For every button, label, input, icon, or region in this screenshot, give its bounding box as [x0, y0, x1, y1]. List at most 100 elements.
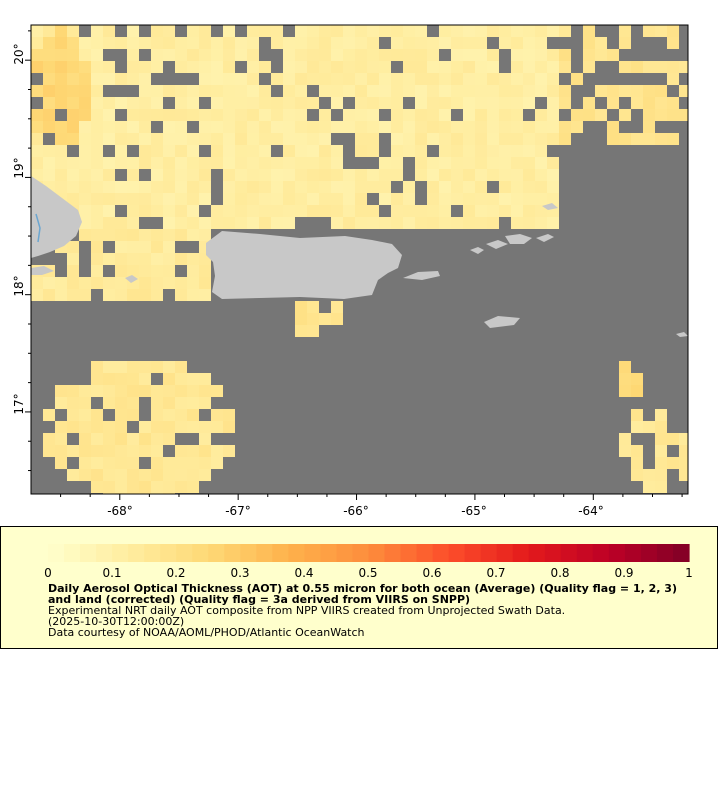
aot-cell [139, 181, 151, 193]
aot-cell [499, 181, 511, 193]
colorbar-cell [240, 544, 257, 562]
aot-cell [331, 205, 343, 217]
aot-cell [139, 73, 151, 85]
aot-cell [103, 217, 115, 229]
aot-cell [295, 37, 307, 49]
aot-cell [559, 61, 571, 73]
aot-cell [631, 469, 643, 481]
aot-cell [439, 169, 451, 181]
aot-cell [211, 37, 223, 49]
aot-cell [391, 85, 403, 97]
aot-cell [319, 157, 331, 169]
aot-cell [619, 61, 631, 73]
aot-cell [187, 229, 199, 241]
aot-cell [463, 193, 475, 205]
aot-cell [163, 433, 175, 445]
aot-cell [115, 181, 127, 193]
aot-cell [163, 133, 175, 145]
aot-cell [439, 145, 451, 157]
aot-cell [247, 121, 259, 133]
aot-cell [667, 37, 679, 49]
aot-cell [67, 181, 79, 193]
map-figure: 20° 19° 18° 17° -68° -67° -66° -65° -64° [12, 24, 689, 518]
aot-cell [151, 445, 163, 457]
aot-cell [535, 205, 547, 217]
aot-cell [415, 73, 427, 85]
aot-cell [403, 193, 415, 205]
aot-cell [655, 61, 667, 73]
aot-cell [523, 61, 535, 73]
colorbar-cell [48, 544, 65, 562]
aot-cell [319, 193, 331, 205]
aot-cell [331, 193, 343, 205]
aot-cell [55, 61, 67, 73]
aot-cell [43, 121, 55, 133]
aot-cell [427, 133, 439, 145]
aot-cell [475, 157, 487, 169]
aot-cell [247, 157, 259, 169]
aot-cell [139, 253, 151, 265]
aot-cell [535, 49, 547, 61]
aot-cell [175, 157, 187, 169]
aot-cell [55, 73, 67, 85]
aot-cell [175, 109, 187, 121]
aot-cell [163, 385, 175, 397]
aot-cell [511, 133, 523, 145]
aot-cell [415, 205, 427, 217]
aot-cell [199, 85, 211, 97]
aot-cell [415, 49, 427, 61]
aot-cell [139, 61, 151, 73]
aot-grid [31, 25, 688, 494]
aot-cell [619, 109, 631, 121]
aot-cell [595, 37, 607, 49]
aot-cell [163, 241, 175, 253]
colorbar-tick-labels: 0 0.1 0.2 0.3 0.4 0.5 0.6 0.7 0.8 0.9 1 [44, 566, 693, 580]
aot-cell [127, 445, 139, 457]
aot-cell [523, 145, 535, 157]
aot-cell [127, 37, 139, 49]
lat-tick-label: 20° [12, 43, 26, 64]
colorbar-cell [560, 544, 578, 562]
aot-cell [631, 445, 643, 457]
aot-cell [463, 61, 475, 73]
aot-cell [139, 109, 151, 121]
aot-cell [343, 25, 355, 37]
aot-cell [415, 85, 427, 97]
aot-cell [607, 133, 619, 145]
aot-cell [631, 373, 643, 385]
aot-cell [391, 121, 403, 133]
aot-cell [199, 421, 211, 433]
aot-cell [487, 73, 499, 85]
aot-cell [91, 61, 103, 73]
aot-cell [103, 37, 115, 49]
lon-tick-label: -64° [578, 504, 604, 518]
aot-cell [523, 121, 535, 133]
aot-cell [619, 385, 631, 397]
aot-cell [223, 25, 235, 37]
aot-cell [319, 49, 331, 61]
aot-cell [547, 49, 559, 61]
aot-cell [139, 385, 151, 397]
aot-cell [283, 169, 295, 181]
legend-credit: Data courtesy of NOAA/AOML/PHOD/Atlantic… [48, 626, 365, 639]
aot-cell [535, 109, 547, 121]
aot-cell [31, 109, 43, 121]
aot-cell [355, 169, 367, 181]
aot-cell [187, 169, 199, 181]
aot-cell [283, 145, 295, 157]
aot-cell [487, 205, 499, 217]
aot-cell [55, 49, 67, 61]
aot-cell [319, 205, 331, 217]
aot-cell [571, 121, 583, 133]
aot-cell [223, 37, 235, 49]
aot-cell [259, 193, 271, 205]
aot-cell [667, 109, 679, 121]
aot-cell [103, 181, 115, 193]
aot-cell [175, 49, 187, 61]
aot-cell [175, 121, 187, 133]
aot-cell [403, 25, 415, 37]
colorbar-cell [320, 544, 338, 562]
aot-cell [187, 253, 199, 265]
aot-cell [403, 37, 415, 49]
aot-cell [487, 49, 499, 61]
